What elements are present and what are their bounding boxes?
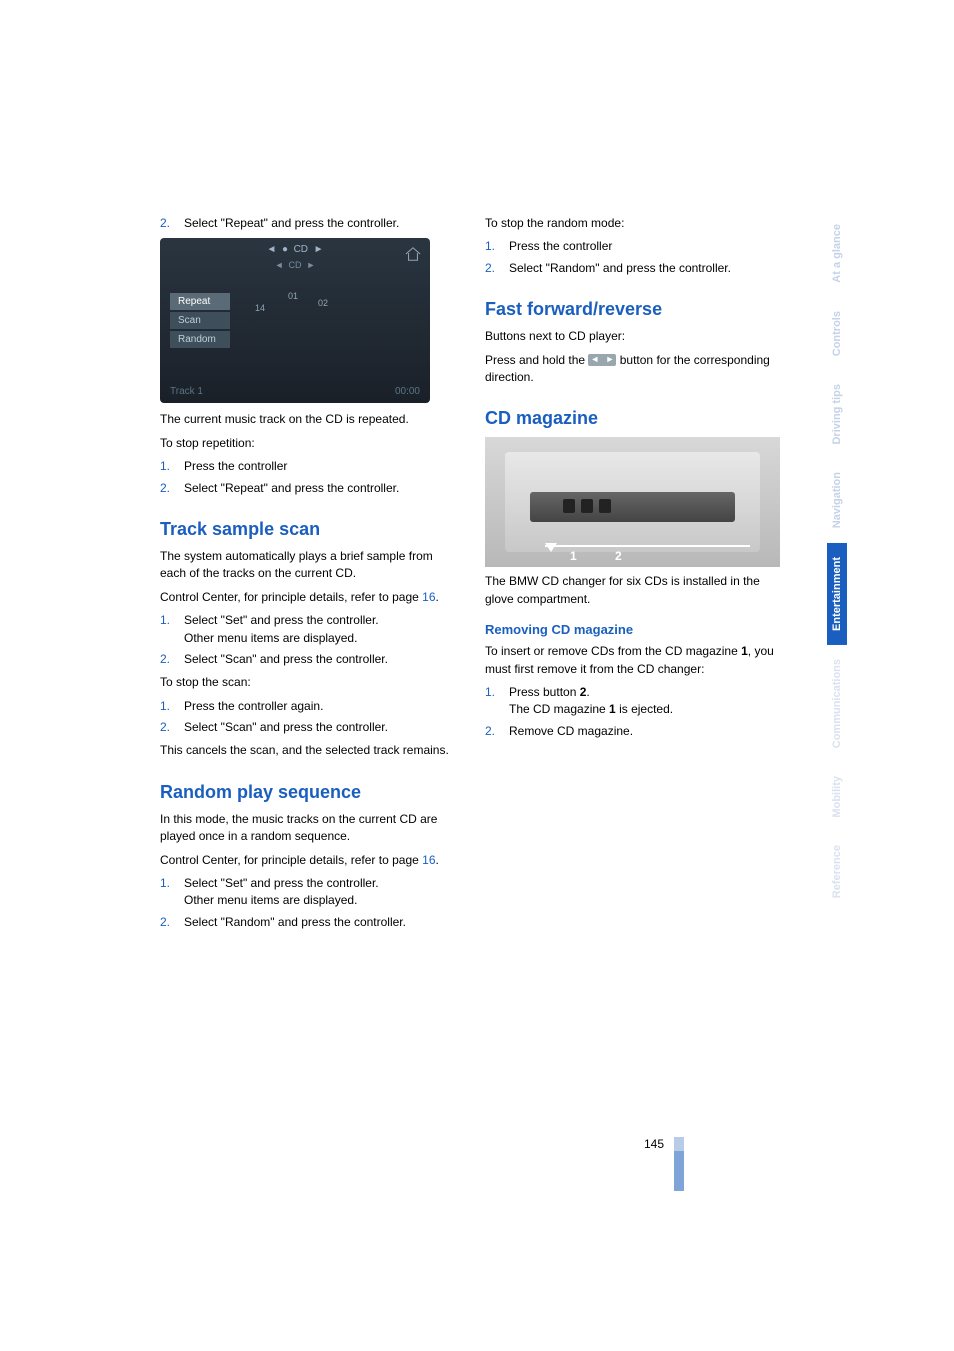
heading-cd-magazine: CD magazine	[485, 408, 780, 429]
list-item: 1.Press the controller again.	[160, 698, 455, 715]
heading-track-sample-scan: Track sample scan	[160, 519, 455, 540]
text: Select "Scan" and press the controller.	[184, 652, 388, 666]
text: The system automatically plays a brief s…	[160, 548, 455, 583]
cd-status-bar: Track 1 00:00	[170, 386, 420, 397]
stop-scan-list: 1.Press the controller again. 2.Select "…	[160, 698, 455, 737]
text: Other menu items are displayed.	[184, 631, 357, 645]
tab-mobility[interactable]: Mobility	[827, 762, 847, 832]
text: Select "Repeat" and press the controller…	[184, 481, 399, 495]
text: Other menu items are displayed.	[184, 893, 357, 907]
cd-track-arc: 14 01 02	[250, 288, 370, 368]
cd-track-label: Track 1	[170, 386, 203, 397]
text: Control Center, for principle details, r…	[160, 589, 455, 606]
repeat-step-list: 2.Select "Repeat" and press the controll…	[160, 215, 455, 232]
callout-line	[545, 545, 750, 547]
tab-navigation[interactable]: Navigation	[827, 458, 847, 542]
cd-header: ◄ ● CD ►	[160, 244, 430, 255]
text: To stop the random mode:	[485, 215, 780, 232]
list-item: 2.Select "Scan" and press the controller…	[160, 719, 455, 736]
list-item: 2.Remove CD magazine.	[485, 723, 780, 740]
home-icon	[404, 246, 422, 262]
text: Select "Repeat" and press the controller…	[184, 216, 399, 230]
text: The BMW CD changer for six CDs is instal…	[485, 573, 780, 608]
heading-random-play: Random play sequence	[160, 782, 455, 803]
tab-controls[interactable]: Controls	[827, 297, 847, 370]
list-item: 2.Select "Random" and press the controll…	[160, 914, 455, 931]
list-item: 2.Select "Repeat" and press the controll…	[160, 215, 455, 232]
text: The current music track on the CD is rep…	[160, 411, 455, 428]
tab-communications[interactable]: Communications	[827, 645, 847, 762]
cd-subheader: ◄ CD ►	[160, 260, 430, 270]
text: Select "Set" and press the controller.	[184, 876, 379, 890]
list-item: 2.Select "Random" and press the controll…	[485, 260, 780, 277]
page-ref[interactable]: 16	[422, 853, 435, 867]
text: Select "Random" and press the controller…	[509, 261, 731, 275]
text: To stop the scan:	[160, 674, 455, 691]
text: Press and hold the button for the corres…	[485, 352, 780, 387]
cd-buttons	[563, 499, 611, 513]
text: Select "Set" and press the controller.	[184, 613, 379, 627]
list-item: 1.Press the controller	[485, 238, 780, 255]
cd-menu: Repeat Scan Random	[170, 293, 230, 350]
cd-changer-figure: 1 2	[485, 437, 780, 567]
callout-2: 2	[615, 549, 622, 563]
text: Press the controller	[184, 459, 287, 473]
list-item: 1.Press the controller	[160, 458, 455, 475]
list-item: 1. Select "Set" and press the controller…	[160, 875, 455, 910]
text: In this mode, the music tracks on the cu…	[160, 811, 455, 846]
page-ref[interactable]: 16	[422, 590, 435, 604]
text: To insert or remove CDs from the CD maga…	[485, 643, 780, 678]
text: Buttons next to CD player:	[485, 328, 780, 345]
cd-time-label: 00:00	[395, 386, 420, 397]
text: Press the controller	[509, 239, 612, 253]
list-item: 2.Select "Repeat" and press the controll…	[160, 480, 455, 497]
page-marker	[674, 1151, 684, 1191]
tab-at-a-glance[interactable]: At a glance	[827, 210, 847, 297]
text: To stop repetition:	[160, 435, 455, 452]
cd-menu-scan: Scan	[170, 312, 230, 329]
tab-driving-tips[interactable]: Driving tips	[827, 370, 847, 459]
text: Press the controller again.	[184, 699, 323, 713]
page: 2.Select "Repeat" and press the controll…	[0, 0, 954, 1351]
text: Select "Scan" and press the controller.	[184, 720, 388, 734]
right-column: To stop the random mode: 1.Press the con…	[485, 215, 780, 937]
list-item: 1. Select "Set" and press the controller…	[160, 612, 455, 647]
content-area: 2.Select "Repeat" and press the controll…	[160, 215, 780, 937]
random-play-list: 1. Select "Set" and press the controller…	[160, 875, 455, 931]
text: Control Center, for principle details, r…	[160, 852, 455, 869]
stop-random-list: 1.Press the controller 2.Select "Random"…	[485, 238, 780, 277]
left-column: 2.Select "Repeat" and press the controll…	[160, 215, 455, 937]
text: Remove CD magazine.	[509, 724, 633, 738]
list-item: 2.Select "Scan" and press the controller…	[160, 651, 455, 668]
tab-entertainment[interactable]: Entertainment	[827, 543, 847, 645]
cd-menu-repeat: Repeat	[170, 293, 230, 310]
stop-repetition-list: 1.Press the controller 2.Select "Repeat"…	[160, 458, 455, 497]
side-tabs: At a glance Controls Driving tips Naviga…	[827, 210, 849, 913]
callout-1: 1	[570, 549, 577, 563]
cd-slot	[530, 492, 735, 522]
text: Select "Random" and press the controller…	[184, 915, 406, 929]
tab-reference[interactable]: Reference	[827, 831, 847, 912]
cd-menu-random: Random	[170, 331, 230, 348]
remove-magazine-list: 1. Press button 2. The CD magazine 1 is …	[485, 684, 780, 740]
heading-fast-forward: Fast forward/reverse	[485, 299, 780, 320]
heading-removing-magazine: Removing CD magazine	[485, 622, 780, 637]
cd-screen-figure: ◄ ● CD ► ◄ CD ► Repeat Scan Random 14 01…	[160, 238, 430, 403]
text: This cancels the scan, and the selected …	[160, 742, 455, 759]
page-marker-light	[674, 1137, 684, 1151]
page-number: 145	[644, 1137, 664, 1151]
list-item: 1. Press button 2. The CD magazine 1 is …	[485, 684, 780, 719]
track-scan-list: 1. Select "Set" and press the controller…	[160, 612, 455, 668]
seek-button-icon	[588, 354, 616, 366]
